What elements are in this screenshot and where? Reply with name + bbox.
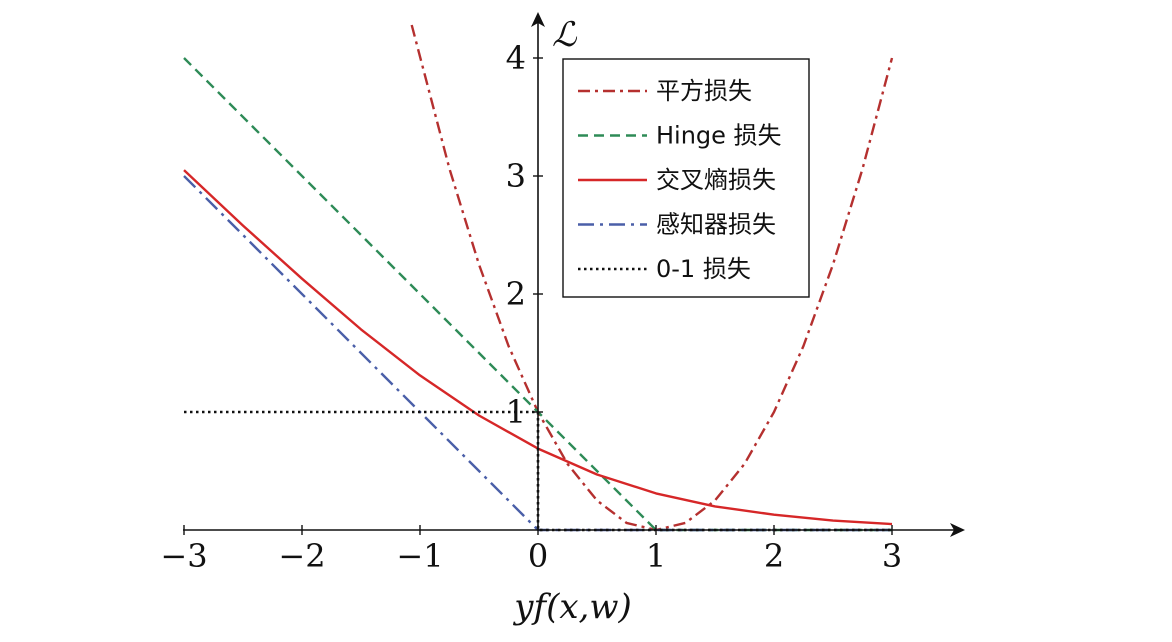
legend-label-2: 交叉熵损失 [656,166,776,194]
y-tick-label: 2 [506,275,526,313]
legend-label-1: Hinge 损失 [656,122,782,150]
x-tick-label: −3 [160,537,207,575]
y-tick-label: 3 [506,157,526,195]
y-axis-label: ℒ [552,15,578,55]
y-tick-label: 1 [506,393,526,431]
y-axis-arrow [531,12,545,27]
y-tick-label: 4 [506,39,526,77]
legend-label-4: 0-1 损失 [656,255,751,283]
legend-label-0: 平方损失 [656,77,752,105]
x-tick-label: 0 [528,537,548,575]
x-tick-label: −1 [396,537,443,575]
x-tick-label: 1 [646,537,666,575]
x-tick-label: 2 [764,537,784,575]
x-tick-label: 3 [882,537,902,575]
legend-box [562,58,810,298]
x-axis-arrow [950,523,965,537]
x-tick-label: −2 [278,537,325,575]
x-axis-label: yf(x,w) [512,587,631,627]
legend-label-3: 感知器损失 [656,211,776,239]
